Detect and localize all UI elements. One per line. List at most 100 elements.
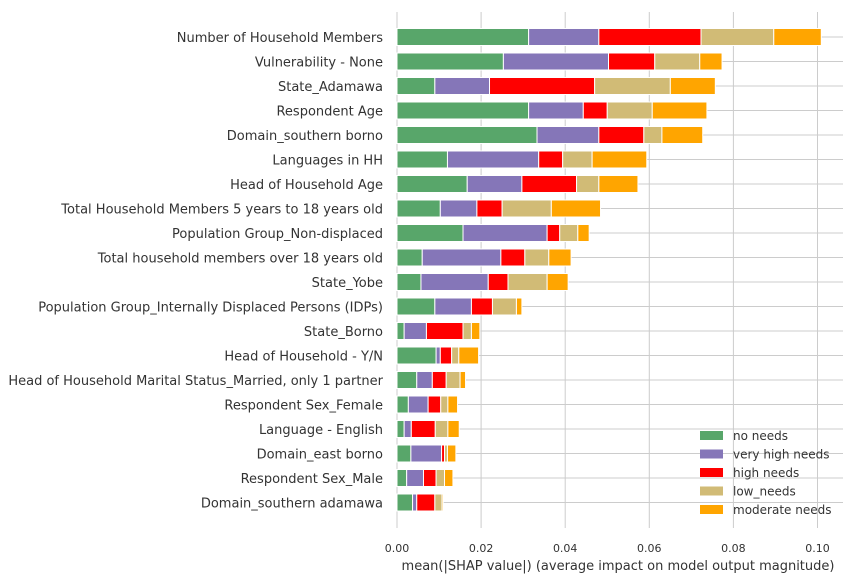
bar-14-series-0 [396, 371, 418, 389]
bar-3-series-0 [396, 101, 530, 120]
bar-5-series-4 [591, 150, 648, 169]
category-label-2: State_Adamawa [278, 80, 383, 95]
bar-9-series-2 [500, 248, 526, 267]
bar-12-series-0 [396, 322, 405, 340]
legend-label-0: no needs [733, 429, 788, 443]
bar-1-series-0 [396, 52, 504, 71]
bar-10-series-3 [507, 273, 548, 291]
bar-2-series-2 [489, 77, 596, 95]
bar-4-series-4 [661, 126, 704, 144]
bar-16-series-1 [403, 420, 412, 438]
bar-18-series-4 [444, 469, 454, 487]
bar-12-series-3 [462, 322, 472, 340]
bar-7-series-3 [501, 199, 552, 218]
bar-5-series-0 [396, 150, 448, 169]
bar-2-series-3 [594, 77, 671, 95]
bar-14-series-1 [416, 371, 433, 389]
bar-0-series-2 [598, 28, 702, 46]
bar-13-series-3 [451, 346, 460, 365]
bar-2-series-0 [396, 77, 436, 95]
legend-swatch-1 [700, 449, 723, 459]
category-label-9: Total household members over 18 years ol… [97, 252, 383, 267]
bar-11-series-3 [491, 297, 517, 316]
bar-6-series-4 [598, 175, 639, 193]
bar-19-series-3 [434, 493, 443, 512]
bar-17-series-1 [410, 444, 443, 463]
legend-swatch-0 [700, 431, 723, 440]
bar-13-series-1 [435, 346, 441, 365]
bar-16-series-2 [410, 420, 436, 438]
bar-14-series-2 [431, 371, 447, 389]
bar-11-series-0 [396, 297, 436, 316]
bar-16-series-0 [396, 420, 405, 438]
bar-3-series-4 [651, 101, 708, 120]
bar-6-series-0 [396, 175, 468, 193]
x-tick-label-1: 0.02 [469, 542, 494, 555]
bar-11-series-4 [515, 297, 523, 316]
bar-18-series-3 [435, 469, 446, 487]
bar-13-series-0 [396, 346, 437, 365]
x-tick-label-2: 0.04 [553, 542, 578, 555]
bar-10-series-4 [546, 273, 569, 291]
legend: no needs very high needs high needs low_nee… [700, 429, 831, 517]
bar-5-series-2 [538, 150, 564, 169]
bar-16-series-3 [434, 420, 449, 438]
bar-18-series-0 [396, 469, 408, 487]
bar-15-series-2 [427, 395, 442, 414]
bar-7-series-1 [439, 199, 478, 218]
bar-7-series-4 [550, 199, 602, 218]
x-axis-title: mean(|SHAP value|) (average impact on mo… [402, 559, 835, 574]
bar-5-series-3 [562, 150, 593, 169]
bar-11-series-2 [470, 297, 493, 316]
category-label-7: Total Household Members 5 years to 18 ye… [60, 203, 383, 218]
bar-14-series-4 [459, 371, 467, 389]
bar-14-series-3 [445, 371, 461, 389]
bar-17-series-4 [446, 444, 457, 463]
category-label-14: Head of Household Marital Status_Married… [8, 374, 383, 389]
bar-series [396, 28, 822, 512]
bar-18-series-1 [406, 469, 424, 487]
x-tick-label-4: 0.08 [721, 542, 746, 555]
bar-0-series-3 [700, 28, 775, 46]
bar-19-series-1 [412, 493, 418, 512]
bar-4-series-0 [396, 126, 538, 144]
bar-8-series-2 [546, 224, 561, 242]
bar-12-series-4 [470, 322, 481, 340]
bar-1-series-3 [654, 52, 701, 71]
bar-17-series-0 [396, 444, 412, 463]
bar-1-series-4 [699, 52, 723, 71]
bar-15-series-0 [396, 395, 409, 414]
bar-12-series-1 [403, 322, 427, 340]
bar-3-series-3 [606, 101, 653, 120]
category-label-1: Vulnerability - None [255, 56, 383, 71]
x-tick-label-0: 0.00 [385, 542, 410, 555]
category-label-11: Population Group_Internally Displaced Pe… [38, 301, 383, 316]
legend-label-1: very high needs [733, 448, 830, 462]
bar-4-series-3 [643, 126, 663, 144]
bar-16-series-4 [447, 420, 460, 438]
bar-1-series-2 [608, 52, 656, 71]
category-label-13: Head of Household - Y/N [224, 350, 383, 365]
bar-2-series-1 [434, 77, 491, 95]
bar-4-series-2 [598, 126, 645, 144]
bar-4-series-1 [536, 126, 600, 144]
legend-label-2: high needs [733, 466, 799, 480]
bar-9-series-1 [421, 248, 502, 267]
bar-6-series-3 [576, 175, 600, 193]
x-tick-label-5: 0.10 [805, 542, 830, 555]
x-axis-ticks: 0.00 0.02 0.04 0.06 0.08 0.10 [385, 542, 830, 555]
category-label-10: State_Yobe [312, 276, 383, 291]
category-label-5: Languages in HH [272, 154, 383, 169]
category-label-12: State_Borno [304, 325, 383, 340]
legend-swatch-3 [700, 486, 723, 496]
bar-15-series-3 [440, 395, 449, 414]
bar-18-series-2 [422, 469, 437, 487]
bar-9-series-3 [524, 248, 550, 267]
bar-8-series-1 [462, 224, 548, 242]
legend-swatch-2 [700, 468, 723, 477]
bar-0-series-0 [396, 28, 530, 46]
bar-5-series-1 [446, 150, 540, 169]
bar-8-series-3 [559, 224, 579, 242]
bar-19-series-0 [396, 493, 414, 512]
